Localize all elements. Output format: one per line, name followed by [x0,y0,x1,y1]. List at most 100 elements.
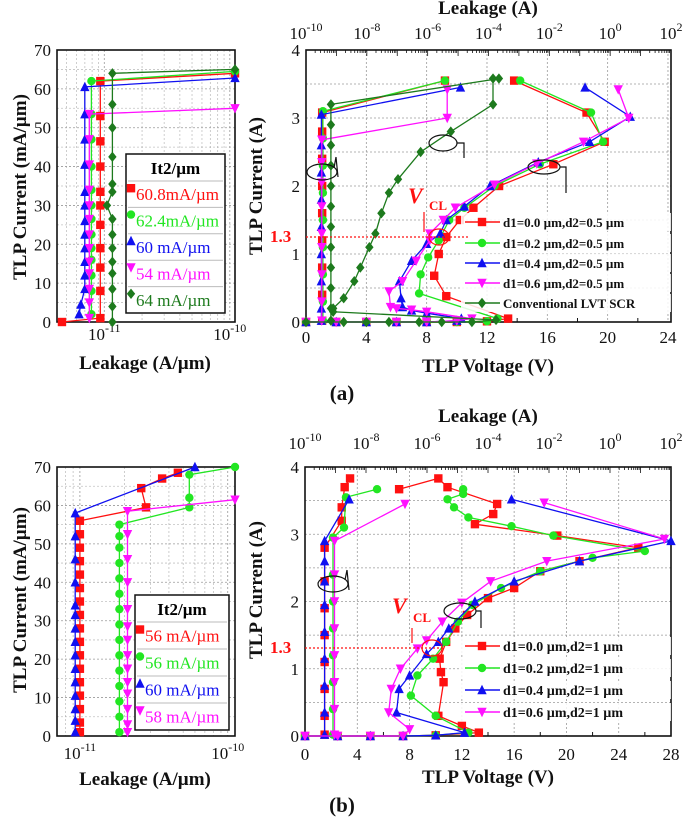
a-left-points-point [96,286,105,296]
a-annotations [306,134,567,246]
a-left-points-line-4 [106,68,236,322]
a-left-points-point [96,137,105,146]
a-left-points-point [108,256,117,267]
a-left-points-point [84,269,95,279]
a-right-leakage-point [326,140,336,151]
b-right-leakage-point [400,499,410,510]
b-left-y-tick-label: 70 [34,458,51,477]
panel-b-label: (b) [329,793,355,817]
b-left-points-point [70,715,80,725]
a-right-iv-point [339,316,348,328]
a-left-points-point [108,122,117,133]
b-left-points-point [122,555,133,565]
b-left-y-tick-label: 50 [34,535,51,554]
a-left-points-point [80,186,90,197]
b-right-iv-point [386,684,396,695]
legend-row-bg [461,637,671,655]
a-left-y-axis-title: TLP Current (mA/µm) [10,94,31,280]
b-right-x-tick-label: 20 [558,745,575,764]
b-right-iv-point [404,670,415,680]
b-left-points-point [115,727,124,737]
a-right-iv-point [437,316,446,328]
b-left-plot: 0 10 20 30 40 50 60 70 10-11 10-10 It2/µm 56 mA/µm 5… [34,458,244,763]
b-left-points-point [75,530,85,539]
b-right-iv-point [431,711,440,721]
a-right-leakage-point [442,113,452,124]
legend-entry: d1=0.0 µm,d2=0.5 µm [503,215,624,230]
a-right-leakage-point [326,221,336,232]
a-right-series-4 [301,73,504,328]
b-left-points-point [122,678,133,688]
b-left-x-axis-title: Leakage (A/µm) [79,769,211,790]
b-left-points-point [75,718,85,727]
a-right-iv-point [391,304,402,314]
a-right-iv-point [582,108,591,117]
a-left-points-point [102,200,112,211]
a-left-points-point [108,99,117,110]
b-right-iv-point [444,623,454,633]
a-left-series-4 [102,64,240,328]
a-right-iv-point [362,316,371,328]
b-right-leakage-line-1 [332,488,378,735]
a-right-iv-point [416,270,425,279]
a-right-leakage-line-0 [321,79,446,321]
b-left-x-tick-label: 10-11 [64,740,97,763]
b-right-iv-point [436,667,446,677]
a-right-iv-point [430,271,439,280]
b-right-leakage-point [319,599,330,610]
b-right-iv-point [458,484,468,494]
b-right-leakage-point [319,576,330,586]
b-right-leakage-point [337,516,346,525]
a-right-leakage-point [317,158,327,168]
b-right-top-tick-label: 100 [599,430,622,453]
b-left-plot-frame [56,466,236,737]
b-right-leakage-point [337,503,346,512]
legend-marker [126,235,136,246]
b-left-points-point [70,577,80,587]
a-right-y-tick-label: 1 [292,245,301,264]
b-left-points-point [75,678,85,687]
a-left-points-point [80,283,90,294]
a-right-iv-point [393,174,403,185]
a-left-points-point [80,108,90,119]
legend-entry: d1=0.4 µm,d2=0.5 µm [503,256,624,271]
a-right-iv-point [421,238,432,248]
a-right-leakage-line-1 [322,79,446,321]
a-left-points-point [96,201,105,210]
a-left-points-point [80,270,90,280]
b-left-series-3 [122,495,240,738]
b-left-points-point [115,589,124,599]
a-left-points-point [230,104,240,114]
a-right-top-tick-label: 10-8 [353,20,380,43]
a-left-points-point [96,162,105,171]
a-left-points-point [57,317,67,327]
b-left-points-point [75,624,85,633]
b-right-leakage-line-3 [333,503,406,735]
b-left-y-tick-label: 20 [34,650,51,669]
b-left-points-point [157,474,167,483]
a-right-x-axis-title: TLP Voltage (V) [422,356,554,377]
a-right-x-tick-label: 0 [302,328,311,347]
a-right-iv-point [435,228,445,238]
b-right-y-tick-label: 1 [291,660,300,679]
b-right-iv-point [365,731,376,742]
b-right-top-tick-label: 10-8 [353,430,380,453]
b-right-iv-point [549,531,558,540]
b-right-iv-point [489,509,498,519]
b-right-y-tick-label: 3 [291,525,300,544]
b-right-iv-point [666,535,676,546]
a-left-points-point [84,201,95,211]
b-right-iv-point [383,708,394,718]
a-left-y-tick-label: 20 [34,235,51,254]
a-current-marker-label: 1.3 [270,227,291,246]
b-right-leakage-point [372,484,382,494]
b-right-leakage-point [329,570,340,580]
legend-marker [477,707,487,718]
b-right-leakage-point [319,555,330,566]
a-right-iv-point [442,291,451,301]
legend-row-bg [461,294,671,312]
legend-entry: d1=0.2 µm,d2=1 µm [503,662,623,677]
legend-entry: Conventional LVT SCR [503,296,636,311]
a-right-iv-point [384,316,394,328]
